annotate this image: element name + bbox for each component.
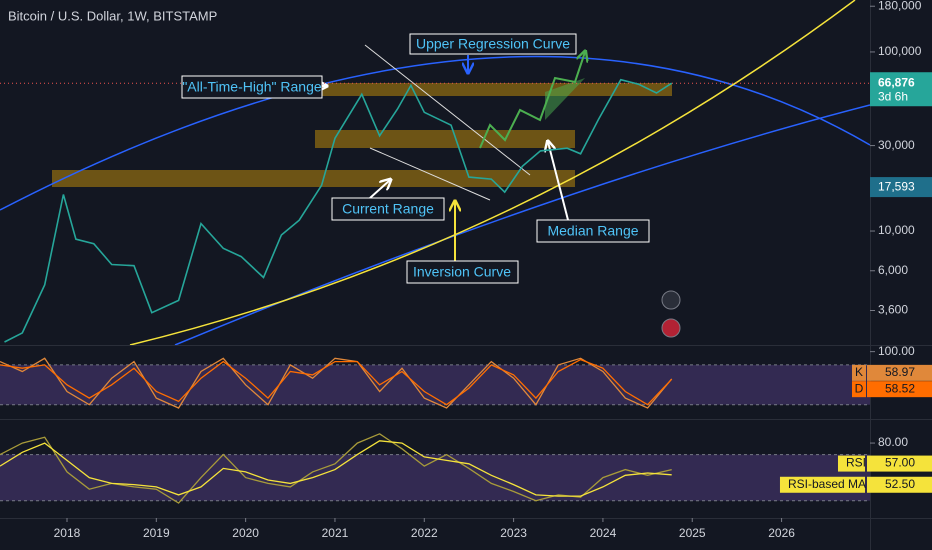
icon[interactable] bbox=[661, 318, 681, 338]
x-tick-label: 2019 bbox=[143, 526, 170, 540]
arrow bbox=[548, 142, 569, 221]
x-tick-label: 2024 bbox=[590, 526, 617, 540]
annotation-box bbox=[536, 219, 650, 243]
x-tick-label: 2022 bbox=[411, 526, 438, 540]
price-label: 17,593 bbox=[878, 179, 915, 193]
value-label-bg bbox=[867, 476, 932, 493]
price-label-bg bbox=[870, 177, 932, 198]
y-tick-label: 3,600 bbox=[878, 303, 908, 317]
legend-tag: RSI-based MA bbox=[788, 477, 866, 491]
series-line bbox=[0, 358, 673, 406]
annotation-box bbox=[181, 75, 323, 99]
annotation-boxes: Upper Regression Curve "All-Time-High" R… bbox=[181, 33, 650, 284]
value-label: 52.50 bbox=[885, 477, 915, 491]
drawings bbox=[0, 0, 870, 345]
trend-line bbox=[369, 147, 491, 201]
x-tick-label: 2020 bbox=[232, 526, 259, 540]
y-tick-label: 6,000 bbox=[878, 263, 908, 277]
value-label-bg bbox=[867, 381, 932, 398]
price-label-bg bbox=[870, 72, 932, 107]
annotation-box bbox=[406, 260, 519, 284]
icon[interactable] bbox=[661, 290, 681, 310]
legend-tag: K bbox=[855, 365, 863, 379]
band bbox=[0, 454, 870, 501]
value-label: 57.00 bbox=[885, 456, 915, 470]
x-tick-label: 2025 bbox=[679, 526, 706, 540]
projection-path bbox=[479, 52, 585, 149]
value-label-bg bbox=[867, 364, 932, 381]
annotation: Upper Regression Curve bbox=[416, 36, 570, 52]
price-label: 66,876 bbox=[878, 75, 915, 89]
annotation: Median Range bbox=[547, 223, 638, 239]
annotation-box bbox=[331, 197, 445, 221]
value-label: 58.97 bbox=[885, 365, 915, 379]
y-tick-label: 100,000 bbox=[878, 44, 922, 58]
countdown: 3d 6h bbox=[878, 89, 908, 103]
ath-range-box bbox=[322, 83, 672, 96]
chart-title: Bitcoin / U.S. Dollar, 1W, BITSTAMP bbox=[8, 8, 217, 23]
legend-tag-bg bbox=[852, 381, 866, 398]
annotation-box bbox=[409, 33, 577, 55]
legend-tag-bg bbox=[779, 476, 865, 493]
annotation: Inversion Curve bbox=[413, 264, 511, 280]
inversion-curve bbox=[129, 0, 856, 345]
upper-regression-curve bbox=[0, 55, 870, 211]
median-range-box bbox=[315, 130, 575, 148]
series-line bbox=[4, 78, 673, 343]
x-tick-label: 2018 bbox=[54, 526, 81, 540]
legend-tag-bg bbox=[837, 455, 865, 472]
value-label: 58.52 bbox=[885, 381, 915, 395]
arrow bbox=[369, 180, 390, 199]
y-tick-label: 80.00 bbox=[878, 435, 908, 449]
value-label-bg bbox=[867, 455, 932, 472]
x-tick-label: 2021 bbox=[322, 526, 349, 540]
legend-tag: D bbox=[855, 381, 864, 395]
x-tick-label: 2023 bbox=[500, 526, 527, 540]
series-line bbox=[0, 440, 672, 497]
legend-tag: RSI bbox=[846, 456, 866, 470]
series-line bbox=[0, 357, 673, 409]
projection-triangle bbox=[545, 78, 585, 120]
current-range-box bbox=[52, 170, 575, 187]
legend-tag-bg bbox=[852, 364, 866, 381]
y-tick-label: 180,000 bbox=[878, 0, 922, 12]
annotation: "All-Time-High" Range bbox=[182, 79, 322, 95]
trend-line bbox=[364, 44, 531, 176]
annotation: Current Range bbox=[342, 201, 434, 217]
y-tick-label: 100.00 bbox=[878, 344, 915, 358]
y-tick-label: 30,000 bbox=[878, 138, 915, 152]
x-tick-label: 2026 bbox=[768, 526, 795, 540]
y-tick-label: 10,000 bbox=[878, 223, 915, 237]
